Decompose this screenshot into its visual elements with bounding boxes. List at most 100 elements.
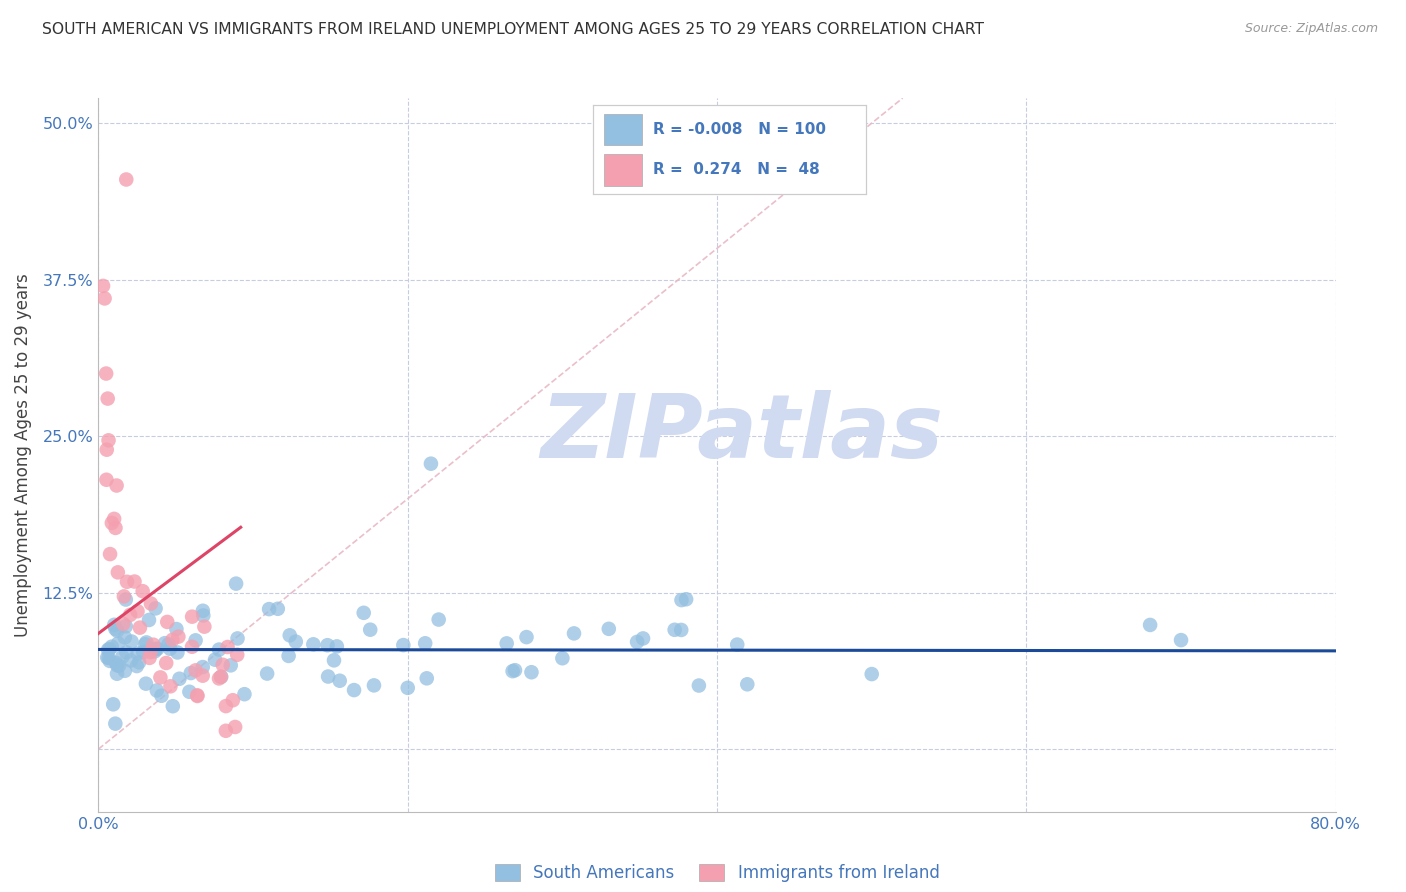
Point (96, 442, 118, 457)
Point (181, 609, 204, 624)
Point (725, 638, 748, 652)
Point (96, 367, 118, 381)
Point (104, 622, 127, 636)
Point (224, 720, 246, 734)
Point (267, 601, 290, 615)
Point (135, 635, 157, 649)
Point (97, 392, 120, 406)
Point (153, 636, 176, 650)
Point (127, 647, 149, 661)
Legend: South Americans, Immigrants from Ireland: South Americans, Immigrants from Ireland (495, 863, 939, 882)
Point (631, 632, 654, 646)
Point (208, 642, 231, 657)
Point (121, 634, 143, 648)
Point (162, 699, 184, 714)
Point (132, 645, 155, 659)
Point (103, 698, 125, 712)
Point (105, 666, 128, 681)
Point (145, 601, 167, 615)
Point (316, 669, 339, 683)
Y-axis label: Unemployment Among Ages 25 to 29 years: Unemployment Among Ages 25 to 29 years (14, 273, 31, 637)
Point (302, 637, 325, 651)
Point (217, 640, 239, 654)
Point (186, 688, 208, 702)
Point (626, 635, 648, 649)
Point (114, 619, 136, 633)
Point (111, 649, 134, 664)
Point (502, 664, 524, 678)
Point (515, 630, 537, 644)
Point (193, 620, 215, 634)
Point (860, 667, 883, 681)
Point (343, 683, 366, 698)
Point (165, 622, 187, 636)
Point (323, 653, 346, 667)
Point (392, 638, 415, 652)
Point (671, 593, 693, 607)
Point (98, 642, 121, 657)
Point (139, 645, 162, 659)
Point (222, 693, 245, 707)
Point (353, 606, 375, 620)
Point (138, 651, 160, 665)
Point (101, 516, 124, 530)
Point (169, 672, 191, 686)
Point (226, 648, 249, 662)
Point (112, 590, 135, 604)
Point (675, 592, 697, 607)
Point (209, 670, 232, 684)
Point (138, 613, 160, 627)
Point (359, 623, 381, 637)
Point (215, 699, 238, 714)
Point (167, 630, 190, 644)
Point (180, 666, 202, 681)
Point (278, 628, 301, 642)
Point (107, 636, 129, 650)
Point (91, 279, 114, 293)
Point (316, 638, 339, 652)
Point (257, 602, 280, 616)
Text: Source: ZipAtlas.com: Source: ZipAtlas.com (1244, 22, 1378, 36)
Point (413, 636, 436, 650)
Point (115, 645, 138, 659)
Point (96, 650, 118, 665)
Point (146, 683, 169, 698)
Point (146, 641, 169, 656)
Point (149, 670, 172, 684)
Point (664, 623, 686, 637)
Point (128, 655, 150, 669)
Point (145, 642, 167, 657)
Point (186, 689, 208, 703)
Point (105, 478, 128, 492)
Point (131, 584, 153, 599)
Point (520, 665, 543, 680)
Point (277, 648, 299, 663)
Point (103, 512, 125, 526)
Point (191, 604, 214, 618)
Point (103, 617, 125, 632)
Point (179, 685, 201, 699)
Point (495, 636, 517, 650)
Point (98, 547, 121, 561)
Point (1139, 618, 1161, 632)
Point (1170, 633, 1192, 648)
Point (93, 292, 115, 306)
Point (688, 679, 710, 693)
Point (191, 660, 214, 674)
Point (416, 671, 439, 685)
Point (256, 666, 278, 681)
Point (226, 632, 249, 646)
Point (562, 626, 585, 640)
Point (104, 521, 127, 535)
Point (112, 616, 135, 631)
Point (105, 624, 128, 638)
Point (551, 651, 574, 665)
Point (166, 645, 188, 659)
Point (150, 689, 173, 703)
Point (233, 687, 256, 701)
Point (284, 634, 307, 648)
Point (427, 613, 450, 627)
Point (98, 654, 121, 668)
Point (598, 622, 620, 636)
Point (115, 574, 138, 589)
